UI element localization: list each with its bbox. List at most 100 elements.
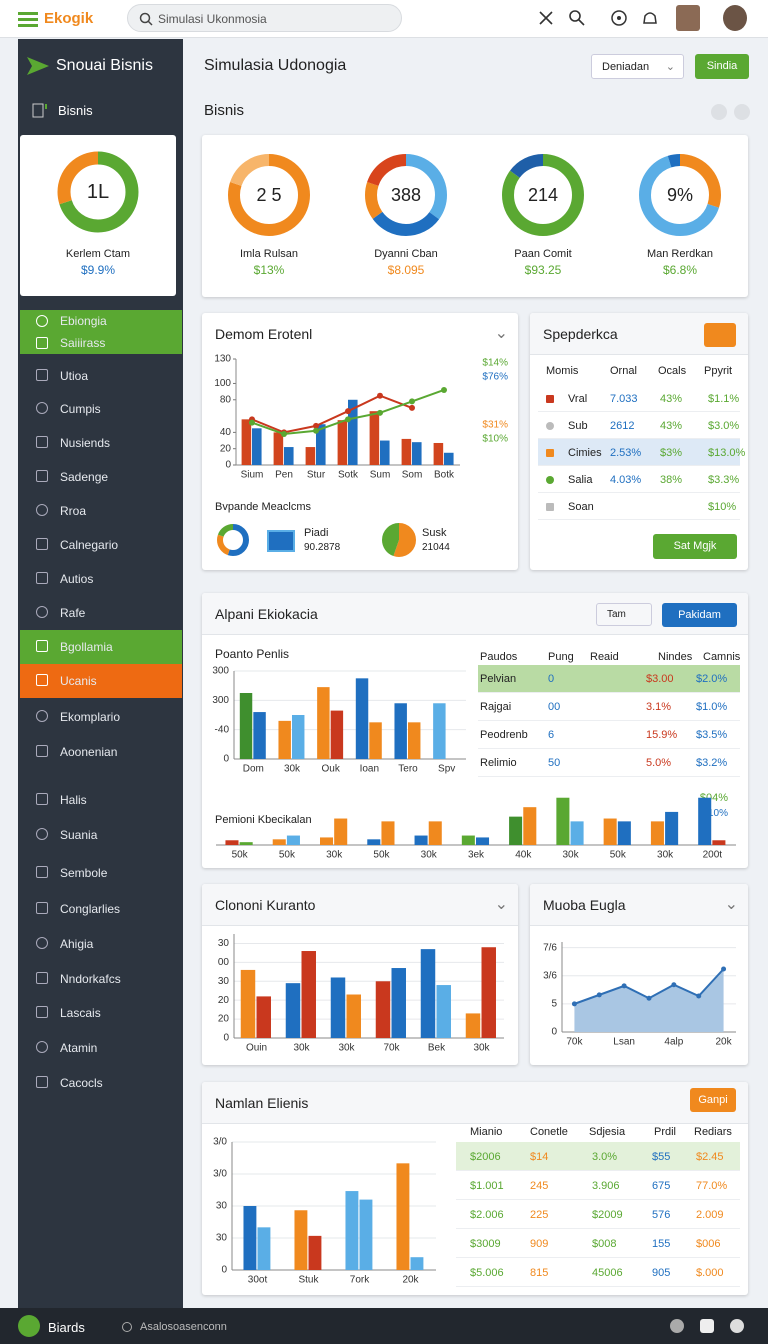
- table-cell: $55: [652, 1150, 671, 1163]
- menu-item[interactable]: Lascais: [20, 996, 182, 1030]
- menu-item[interactable]: Rafe: [20, 596, 182, 630]
- x-tick-label: 20k: [402, 1275, 419, 1284]
- close-icon[interactable]: [538, 10, 554, 26]
- x-tick-label: 30ot: [248, 1275, 268, 1284]
- card: Namlan Elienis Ganpi 0 30 30 3/0 3/0 30ot Stuk…: [202, 1082, 748, 1295]
- point: [281, 431, 287, 438]
- x-tick-label: Lsan: [613, 1037, 635, 1048]
- dropdown[interactable]: Deniadan ⌄: [591, 54, 684, 79]
- menu-item[interactable]: Sadenge: [20, 460, 182, 494]
- menu-item[interactable]: Cumpis: [20, 392, 182, 426]
- menu-label: Sadenge: [60, 470, 109, 484]
- menu-icon: [36, 745, 48, 757]
- menu-item[interactable]: Bgollamia: [20, 630, 182, 664]
- table-cell: 905: [652, 1266, 671, 1279]
- legend-value: 90.2878: [304, 542, 341, 553]
- table-cell: 50: [548, 757, 561, 769]
- settings-icon[interactable]: [610, 9, 628, 27]
- table-cell: Pelvian: [480, 673, 517, 685]
- menu-item[interactable]: Atamin: [20, 1031, 182, 1065]
- donut-segment: [382, 523, 416, 557]
- icon-button[interactable]: [734, 104, 750, 120]
- menu-item[interactable]: Autios: [20, 562, 182, 596]
- button[interactable]: Sat Mgjk: [653, 534, 737, 559]
- chevron[interactable]: ⌄: [724, 896, 738, 913]
- bar: [570, 821, 584, 845]
- point: [621, 983, 627, 989]
- menu-icon: [36, 710, 48, 722]
- chart: 0 -40 300 300 Dom 30k Ouk Ioan Tero Spv: [212, 666, 466, 775]
- card: Alpani Ekiokacia Tam Pakidam Poanto Penl…: [202, 593, 748, 868]
- sidebar-section[interactable]: Bisnis: [58, 103, 93, 118]
- menu-item[interactable]: Rroa: [20, 494, 182, 528]
- chevron[interactable]: ⌄: [494, 896, 508, 913]
- menu-icon: [36, 402, 48, 414]
- bar: [301, 951, 316, 1038]
- menu-item[interactable]: Ebiongia: [20, 310, 182, 332]
- x-tick-label: 30k: [293, 1043, 310, 1054]
- menu-item[interactable]: Conglarlies: [20, 892, 182, 926]
- menu-item[interactable]: Utioa: [20, 359, 182, 393]
- table-cell: $3.2%: [696, 757, 728, 769]
- table-cell: $2.0%: [696, 673, 728, 685]
- donut: [228, 154, 310, 236]
- column-header: Rediars: [694, 1126, 732, 1138]
- search-box[interactable]: Simulasi Ukonmosia: [127, 4, 402, 32]
- bar: [286, 835, 300, 845]
- notify-icon[interactable]: [641, 9, 659, 27]
- menu-label: Nndorkafcs: [60, 972, 121, 986]
- y-tick-label: 0: [221, 1265, 227, 1276]
- menu-item[interactable]: Ucanis: [20, 664, 182, 698]
- menu-item[interactable]: Saiiirass: [20, 332, 182, 354]
- menu-item[interactable]: Ekomplario: [20, 700, 182, 734]
- footer-icon[interactable]: [730, 1319, 744, 1333]
- menu-label: Cacocls: [60, 1076, 103, 1090]
- bar: [316, 424, 326, 465]
- button[interactable]: Pakidam: [662, 603, 737, 627]
- bar: [433, 703, 446, 759]
- legend-title: Bvpande Meaclcms: [215, 501, 311, 513]
- menu-item[interactable]: Sembole: [20, 856, 182, 890]
- menu-label: Ucanis: [60, 674, 97, 688]
- menu-item[interactable]: Ahigia: [20, 927, 182, 961]
- footer-icon[interactable]: [700, 1319, 714, 1333]
- table-cell: $3.00: [646, 673, 674, 685]
- donut-segment: [365, 154, 447, 236]
- dropdown[interactable]: Tam: [596, 603, 652, 626]
- menu-item[interactable]: Calnegario: [20, 528, 182, 562]
- menu-icon[interactable]: [18, 11, 38, 27]
- footer-label[interactable]: Biards: [48, 1320, 85, 1335]
- menu-item[interactable]: Nusiends: [20, 426, 182, 460]
- table-row: Soan $10%: [538, 493, 740, 520]
- menu-icon: [36, 866, 48, 878]
- menu-item[interactable]: Suania: [20, 818, 182, 852]
- table-cell: 43%: [660, 392, 683, 405]
- x-tick-label: Sotk: [338, 470, 359, 481]
- icon-button[interactable]: [711, 104, 727, 120]
- bar: [509, 816, 523, 845]
- avatar[interactable]: [676, 5, 700, 31]
- menu-icon: [36, 315, 48, 327]
- x-tick-label: 30k: [338, 1043, 355, 1054]
- button[interactable]: Sindia: [695, 54, 749, 79]
- bar: [412, 442, 422, 465]
- footer-icon[interactable]: [670, 1319, 684, 1333]
- sidebar-card: 1L Kerlem Ctam $9.9%: [20, 135, 176, 296]
- menu-item[interactable]: Aoonenian: [20, 735, 182, 769]
- icon-button[interactable]: [704, 323, 736, 347]
- avatar[interactable]: [723, 5, 747, 31]
- menu-item[interactable]: Cacocls: [20, 1066, 182, 1100]
- table-row: Sub 2612 43% $3.0%: [538, 412, 740, 439]
- x-tick-label: Pen: [275, 470, 293, 481]
- card-title: Spepderkca: [543, 326, 618, 342]
- button[interactable]: Ganpi: [690, 1088, 736, 1112]
- menu-item[interactable]: Nndorkafcs: [20, 962, 182, 996]
- y-tick-label: 3/0: [213, 1169, 227, 1180]
- kpi-card: 2 5 Imla Rulsan $13% 388 Dyanni Cban $8.095 21…: [202, 135, 748, 297]
- bar: [273, 432, 284, 465]
- chevron[interactable]: ⌄: [494, 325, 508, 342]
- table-cell: 2.53%: [610, 446, 642, 459]
- bar: [334, 818, 348, 845]
- search-icon[interactable]: [568, 9, 586, 27]
- menu-item[interactable]: Halis: [20, 783, 182, 817]
